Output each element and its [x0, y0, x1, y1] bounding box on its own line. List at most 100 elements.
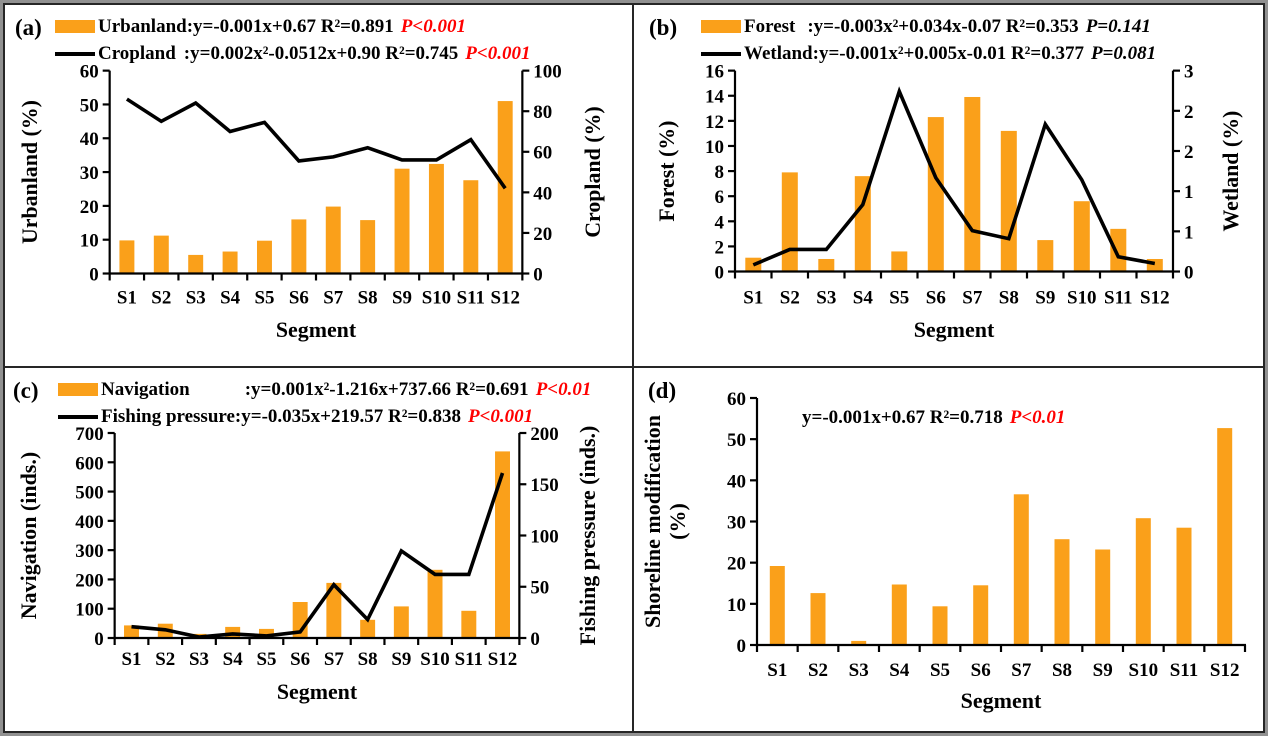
right-tick-label: 150	[530, 475, 558, 496]
right-tick-label: 1	[1184, 222, 1193, 243]
panel-c-chart: 0 100 200 300 400 500 600 700 0 50 100 150 200 S1 S2 S3…	[16, 424, 600, 704]
x-tick-label-s3: S3	[189, 649, 209, 670]
x-tick-label-s5: S5	[930, 660, 950, 681]
bar-s7	[964, 96, 981, 272]
axes	[755, 398, 1246, 647]
bars-shoreline-modification	[769, 428, 1233, 645]
x-tick-label-s10: S10	[1067, 287, 1097, 308]
left-tick-label: 12	[705, 112, 724, 133]
bar-s7	[1013, 494, 1029, 645]
bar-s2	[810, 593, 826, 645]
right-axis-ticks: 0 1 1 2 2 3	[1173, 62, 1193, 284]
right-tick-label: 1	[1184, 182, 1193, 203]
left-tick-label: 30	[80, 163, 99, 184]
x-axis-title: Segment	[961, 688, 1042, 713]
left-axis-title: Forest (%)	[654, 121, 679, 222]
left-tick-label: 50	[80, 95, 99, 116]
x-tick-label-s7: S7	[962, 287, 982, 308]
left-tick-label: 300	[75, 541, 103, 562]
left-tick-label: 8	[715, 162, 724, 183]
right-tick-label: 50	[530, 578, 549, 599]
bars-forest	[745, 96, 1163, 272]
left-axis-title: Urbanland (%)	[17, 100, 42, 244]
figure-panel-grid: (a) Urbanland:y=-0.001x+0.67 R²=0.891 P<0…	[3, 3, 1265, 733]
x-tick-label-s4: S4	[853, 287, 874, 308]
right-tick-label: 0	[1184, 263, 1193, 284]
bar-s9	[1037, 240, 1054, 272]
left-tick-label: 40	[80, 129, 99, 150]
bar-s8	[1054, 539, 1070, 645]
bar-s1	[119, 240, 135, 274]
x-axis-ticks: S1 S2 S3 S4 S5 S6 S7 S8 S9 S10 S11 S12	[755, 645, 1247, 681]
x-axis-title: Segment	[277, 679, 358, 704]
x-tick-label-s9: S9	[391, 649, 411, 670]
panel-c: (c) Navigation:y=0.001x²-1.216x+737.66 R…	[5, 368, 634, 731]
right-tick-label: 200	[530, 424, 558, 445]
left-axis-title: Shoreline modification	[640, 415, 665, 628]
right-tick-label: 2	[1184, 102, 1193, 123]
bar-s9	[394, 168, 410, 274]
left-tick-label: 500	[75, 483, 103, 504]
bars-navigation	[124, 451, 510, 638]
line-wetland	[752, 86, 1156, 267]
x-tick-label-s8: S8	[1052, 660, 1072, 681]
bar-s10	[1073, 201, 1090, 272]
left-axis-ticks: 0 10 20 30 40 50 60	[727, 389, 757, 657]
left-tick-label: 20	[727, 554, 746, 575]
x-axis-ticks: S1 S2 S3 S4 S5 S6 S7 S8 S9 S10 S11 S12	[113, 638, 521, 670]
x-tick-label-s10: S10	[1129, 660, 1159, 681]
left-tick-label: 10	[727, 595, 746, 616]
right-tick-label: 80	[533, 102, 552, 123]
x-tick-label-s9: S9	[392, 287, 412, 308]
bar-s5	[258, 628, 274, 638]
x-axis-ticks: S1 S2 S3 S4 S5 S6 S7 S8 S9 S10 S11 S12	[733, 271, 1175, 308]
x-tick-label-s2: S2	[151, 287, 171, 308]
x-tick-label-s12: S12	[1210, 660, 1240, 681]
panel-b: (b) Forest:y=-0.003x²+0.034x-0.07 R²=0.3…	[634, 5, 1263, 368]
right-axis-title: Wetland (%)	[1218, 111, 1243, 232]
x-tick-label-s4: S4	[889, 660, 910, 681]
left-tick-label: 16	[705, 62, 724, 83]
left-axis-ticks: 0 2 4 6 8 10 12 14 16	[705, 62, 735, 283]
left-tick-label: 0	[89, 264, 98, 285]
bar-s6	[973, 585, 989, 645]
x-tick-label-s10: S10	[422, 287, 451, 308]
left-axis-ticks: 0 100 200 300 400 500 600 700	[75, 424, 115, 650]
x-tick-label-s3: S3	[849, 660, 869, 681]
x-tick-label-s12: S12	[488, 649, 517, 670]
bar-s6	[291, 219, 307, 274]
x-axis-title: Segment	[276, 317, 357, 342]
bar-s10	[428, 163, 444, 274]
right-tick-label: 0	[533, 264, 542, 285]
x-tick-label-s11: S11	[1104, 287, 1133, 308]
bar-s3	[818, 258, 835, 272]
bar-s6	[927, 117, 944, 272]
bar-s2	[153, 235, 169, 274]
bar-s1	[769, 566, 785, 645]
x-tick-label-s6: S6	[290, 649, 310, 670]
right-axis-title: Fishing pressure (inds.)	[575, 426, 600, 646]
right-tick-label: 0	[530, 629, 539, 650]
left-tick-label: 0	[737, 636, 747, 657]
x-tick-label-s7: S7	[324, 649, 345, 670]
bar-s9	[1095, 549, 1111, 645]
x-tick-label-s7: S7	[323, 287, 343, 308]
bar-s7	[325, 206, 341, 274]
x-tick-label-s3: S3	[186, 287, 206, 308]
bar-s3	[188, 254, 204, 274]
bars-urbanland	[119, 101, 513, 274]
left-tick-label: 14	[705, 87, 725, 108]
bar-s10	[427, 569, 443, 638]
right-axis-ticks: 0 50 100 150 200	[519, 424, 559, 650]
bar-s11	[1176, 527, 1192, 645]
line-cropland	[125, 97, 507, 190]
left-tick-label: 700	[75, 424, 103, 445]
left-axis-ticks: 0 10 20 30 40 50 60	[80, 62, 110, 285]
panel-d-chart: 0 10 20 30 40 50 60 S1 S2 S3 S4 S5 S6 S7 S8 S9 S10 S11 S12…	[640, 389, 1247, 713]
x-tick-label-s5: S5	[254, 287, 274, 308]
bar-s3	[851, 640, 867, 645]
x-tick-label-s12: S12	[490, 287, 519, 308]
